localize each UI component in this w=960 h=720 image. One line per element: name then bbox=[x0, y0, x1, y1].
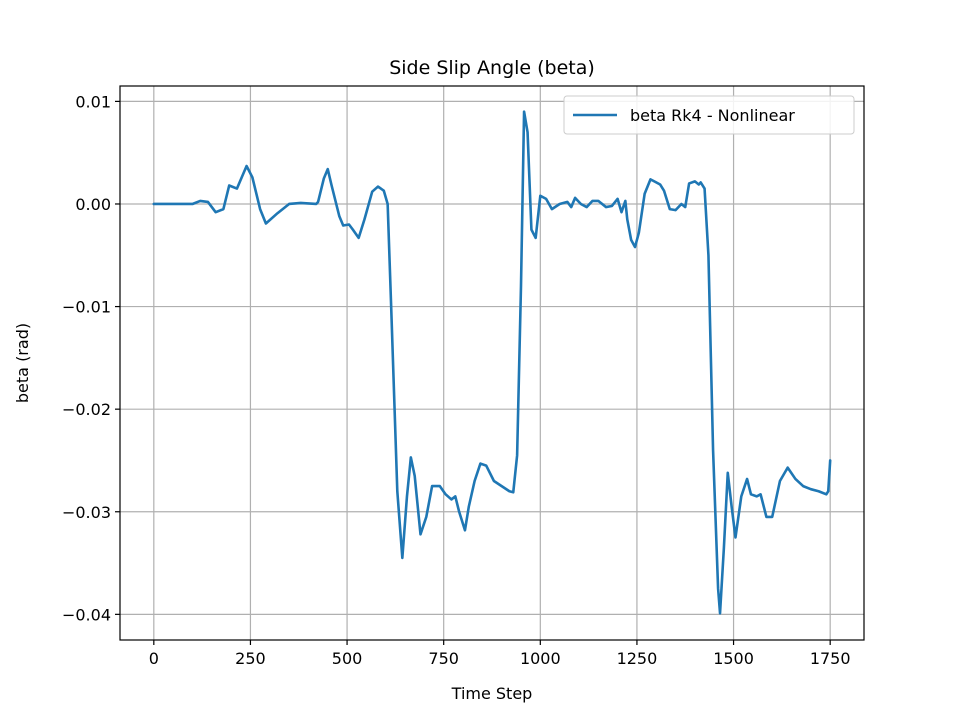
legend: beta Rk4 - Nonlinear bbox=[563, 95, 855, 135]
x-tick-label: 1250 bbox=[617, 649, 658, 668]
chart-title: Side Slip Angle (beta) bbox=[389, 57, 595, 79]
y-tick-label: −0.04 bbox=[62, 605, 111, 624]
x-tick-label: 0 bbox=[149, 649, 159, 668]
plot-area-frame bbox=[119, 85, 865, 641]
x-axis-title: Time Step bbox=[451, 684, 533, 703]
series-layer bbox=[152, 110, 832, 615]
x-tick-label: 500 bbox=[332, 649, 363, 668]
legend-box bbox=[563, 95, 855, 135]
y-tick-label: −0.02 bbox=[62, 400, 111, 419]
legend-label: beta Rk4 - Nonlinear bbox=[630, 106, 795, 125]
y-axis: 0.01 0.00 −0.01 −0.02 −0.03 −0.04 bbox=[62, 92, 120, 624]
grid bbox=[120, 86, 864, 640]
series-line-0 bbox=[152, 110, 832, 615]
y-tick-label: −0.01 bbox=[62, 298, 111, 317]
x-axis: 0 250 500 750 1000 1250 1500 1750 bbox=[149, 640, 851, 668]
x-tick-label: 250 bbox=[235, 649, 266, 668]
y-axis-title: beta (rad) bbox=[13, 323, 32, 403]
y-tick-label: −0.03 bbox=[62, 503, 111, 522]
x-tick-label: 1000 bbox=[520, 649, 561, 668]
y-tick-label: 0.01 bbox=[75, 92, 111, 111]
x-tick-label: 1750 bbox=[810, 649, 851, 668]
x-tick-label: 1500 bbox=[713, 649, 754, 668]
x-tick-label: 750 bbox=[428, 649, 459, 668]
y-tick-label: 0.00 bbox=[75, 195, 111, 214]
